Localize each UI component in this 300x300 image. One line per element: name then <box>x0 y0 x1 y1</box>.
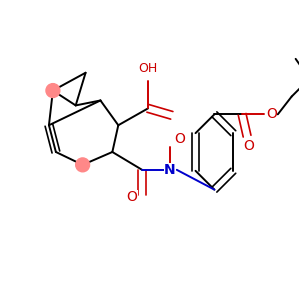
Text: O: O <box>127 190 138 204</box>
Text: O: O <box>244 139 254 153</box>
Text: O: O <box>174 132 185 146</box>
Text: O: O <box>266 107 277 121</box>
Text: N: N <box>164 163 176 177</box>
Text: OH: OH <box>138 62 158 75</box>
Circle shape <box>46 84 60 98</box>
Circle shape <box>76 158 90 172</box>
